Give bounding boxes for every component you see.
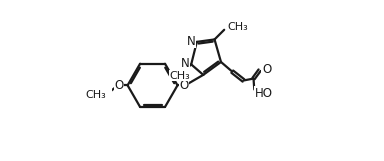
- Text: HO: HO: [255, 87, 273, 99]
- Text: N: N: [187, 35, 195, 47]
- Text: CH₃: CH₃: [170, 71, 190, 81]
- Text: N: N: [181, 57, 190, 70]
- Text: O: O: [262, 63, 271, 76]
- Text: O: O: [114, 79, 124, 92]
- Text: CH₃: CH₃: [227, 22, 248, 32]
- Text: O: O: [179, 79, 189, 92]
- Text: CH₃: CH₃: [85, 90, 106, 100]
